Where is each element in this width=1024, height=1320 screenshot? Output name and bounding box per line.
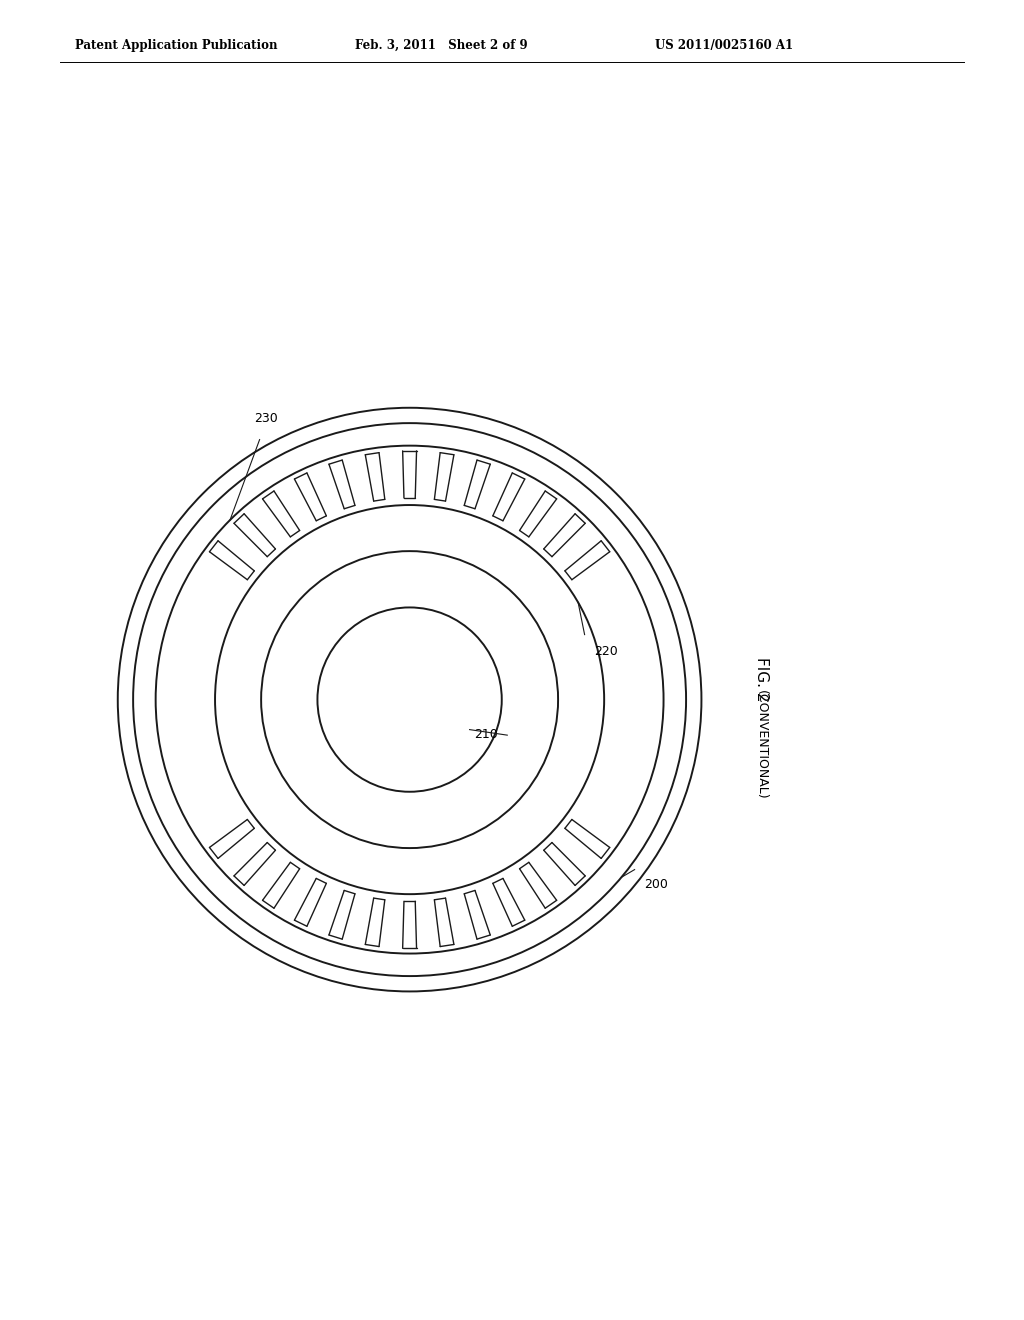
- Text: 230: 230: [255, 412, 279, 425]
- Text: Patent Application Publication: Patent Application Publication: [75, 40, 278, 51]
- Text: FIG. 2: FIG. 2: [754, 657, 769, 702]
- Text: Feb. 3, 2011   Sheet 2 of 9: Feb. 3, 2011 Sheet 2 of 9: [355, 40, 527, 51]
- Text: US 2011/0025160 A1: US 2011/0025160 A1: [655, 40, 794, 51]
- Text: 200: 200: [644, 878, 669, 891]
- Text: 210: 210: [474, 729, 499, 741]
- Text: (CONVENTIONAL): (CONVENTIONAL): [755, 690, 768, 800]
- Text: 220: 220: [595, 644, 618, 657]
